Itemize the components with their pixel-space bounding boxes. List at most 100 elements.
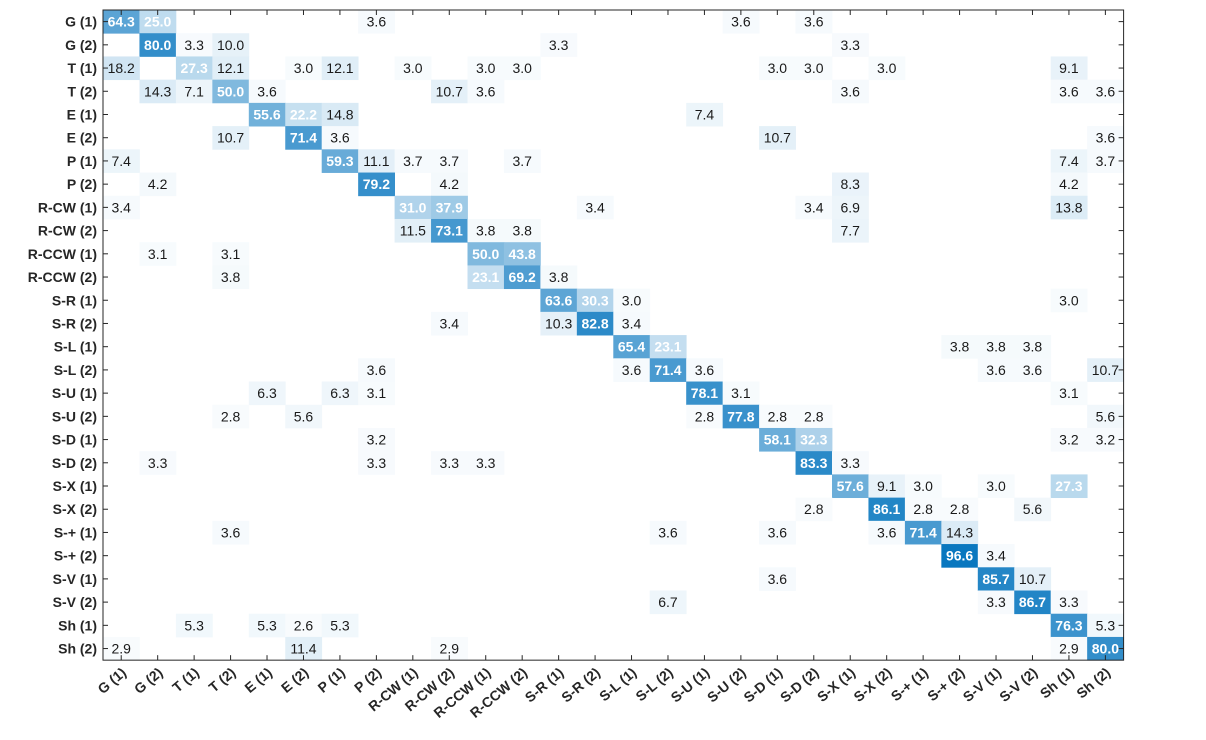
y-tick-label: R-CW (1) <box>38 199 97 215</box>
heatmap-cell <box>795 404 833 429</box>
cell-value-label: 37.9 <box>436 199 463 215</box>
x-tick-label: E (2) <box>278 664 312 696</box>
heatmap-cell <box>503 242 541 266</box>
cell-value-label: 6.3 <box>330 385 350 401</box>
cell-value-label: 3.6 <box>658 524 678 540</box>
heatmap-cell <box>686 358 724 382</box>
heatmap-cell <box>139 172 177 197</box>
heatmap-cell <box>394 218 432 243</box>
cell-value-label: 3.2 <box>1059 432 1079 448</box>
cell-value-label: 3.4 <box>622 315 642 331</box>
heatmap-cell <box>977 474 1015 499</box>
y-tick-label: P (2) <box>67 176 97 192</box>
cell-value-label: 55.6 <box>253 106 280 122</box>
x-tick-label: Sh (1) <box>1037 664 1077 701</box>
heatmap-cell <box>467 56 505 81</box>
cell-value-label: 64.3 <box>108 14 135 30</box>
heatmap-cell <box>431 79 468 104</box>
heatmap-cell <box>467 451 505 475</box>
heatmap-cell <box>431 311 468 336</box>
heatmap-cell <box>795 451 833 475</box>
cell-value-label: 85.7 <box>982 571 1009 587</box>
heatmap-cell <box>321 613 359 638</box>
x-tick-label: S-D (1) <box>740 664 785 705</box>
heatmap-cell <box>139 242 177 266</box>
cell-value-label: 59.3 <box>326 153 353 169</box>
cell-value-label: 5.6 <box>1023 501 1043 517</box>
cell-value-label: 11.1 <box>363 153 389 169</box>
heatmap-cell <box>759 126 796 150</box>
cell-value-label: 2.6 <box>294 617 314 633</box>
heatmap-cell <box>722 404 760 429</box>
cell-value-label: 3.4 <box>440 315 460 331</box>
heatmap-cell <box>795 56 833 81</box>
x-tick-label: S-U (2) <box>704 664 749 705</box>
cell-value-label: 69.2 <box>509 269 536 285</box>
cell-value-label: 3.4 <box>585 199 605 215</box>
heatmap-cell <box>1050 79 1088 104</box>
x-tick-label: S-L (2) <box>632 664 675 704</box>
y-tick-label: S-X (1) <box>53 478 97 494</box>
x-tick-label: S-X (2) <box>850 664 894 705</box>
cell-value-label: 73.1 <box>436 223 463 239</box>
heatmap-cell <box>904 474 942 499</box>
heatmap-cell <box>1050 590 1088 615</box>
y-tick-label: E (2) <box>67 130 97 146</box>
heatmap-cell <box>832 172 869 197</box>
heatmap-cell <box>321 102 359 127</box>
x-tick-label: T (2) <box>206 664 239 695</box>
x-tick-label: Sh (2) <box>1073 664 1113 701</box>
heatmap-cell <box>1050 172 1088 197</box>
heatmap-cell <box>139 79 177 104</box>
y-tick-label: T (1) <box>67 60 97 76</box>
heatmap-cell <box>1087 149 1124 173</box>
y-tick-label: G (2) <box>65 37 97 53</box>
heatmap-cell <box>686 404 724 429</box>
heatmap-cell <box>321 149 359 173</box>
heatmap-cell <box>212 242 250 266</box>
cell-value-label: 3.0 <box>476 60 496 76</box>
cell-value-label: 3.0 <box>1059 292 1079 308</box>
y-tick-label: S-L (2) <box>54 362 97 378</box>
heatmap-cell <box>868 520 906 545</box>
heatmap-cell <box>722 10 760 34</box>
x-tick-label: S-+ (1) <box>888 664 931 704</box>
cell-value-label: 3.7 <box>512 153 532 169</box>
cell-value-label: 10.7 <box>764 130 791 146</box>
y-tick-label: S-U (2) <box>52 408 97 424</box>
heatmap-cell <box>832 79 869 104</box>
heatmap-cell <box>1050 381 1088 406</box>
cell-value-label: 3.8 <box>1023 339 1043 355</box>
cell-value-label: 3.8 <box>950 339 970 355</box>
cell-value-label: 3.3 <box>1059 594 1079 610</box>
x-tick-label: S-+ (2) <box>924 664 967 704</box>
cell-value-label: 43.8 <box>509 246 536 262</box>
y-tick-label: S-V (1) <box>53 571 97 587</box>
cell-value-label: 10.3 <box>545 315 572 331</box>
y-tick-label: S-D (2) <box>52 455 97 471</box>
heatmap-cell <box>1087 613 1124 638</box>
x-tick-label: T (1) <box>169 664 202 695</box>
heatmap-cell <box>1087 404 1124 429</box>
heatmap-cell <box>759 520 796 545</box>
cell-value-label: 3.6 <box>476 83 496 99</box>
heatmap-cell <box>1087 79 1124 104</box>
cell-value-label: 3.6 <box>695 362 715 378</box>
heatmap-cell <box>212 265 250 290</box>
heatmap-cell <box>431 149 468 173</box>
cell-value-label: 71.4 <box>654 362 681 378</box>
heatmap-cell <box>1087 358 1124 382</box>
cell-value-label: 78.1 <box>691 385 718 401</box>
cell-value-label: 3.6 <box>622 362 642 378</box>
heatmap-cell <box>1087 427 1124 452</box>
heatmap-cell <box>285 126 323 150</box>
cell-value-label: 83.3 <box>800 455 827 471</box>
y-tick-label: R-CCW (1) <box>28 246 97 262</box>
cell-value-label: 30.3 <box>581 292 608 308</box>
heatmap-cell <box>540 288 578 313</box>
heatmap-cell <box>103 149 140 173</box>
heatmap-cell <box>759 567 796 591</box>
cell-value-label: 9.1 <box>877 478 897 494</box>
cell-value-label: 3.4 <box>986 548 1006 564</box>
y-tick-label: S-U (1) <box>52 385 97 401</box>
